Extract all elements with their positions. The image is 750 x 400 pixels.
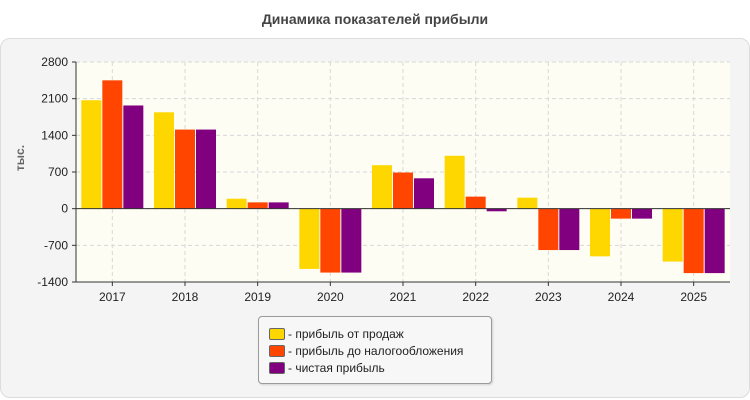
bar-2025-series-2 bbox=[683, 208, 704, 274]
y-tick-label: 1400 bbox=[41, 128, 68, 142]
y-tick-label: 700 bbox=[48, 165, 68, 179]
legend-item-net-profit: - чистая прибыль bbox=[269, 360, 385, 376]
x-tick-label: 2022 bbox=[462, 290, 489, 304]
bar-2021-series-2 bbox=[393, 172, 413, 209]
bar-2020-series-1 bbox=[299, 208, 320, 269]
x-tick-label: 2018 bbox=[172, 290, 199, 304]
legend-label-pretax-profit: - прибыль до налогообложения bbox=[288, 344, 464, 358]
bar-2022-series-3 bbox=[486, 208, 507, 212]
x-tick-label: 2023 bbox=[535, 290, 562, 304]
x-tick-label: 2017 bbox=[99, 290, 126, 304]
y-tick-label: -1400 bbox=[37, 275, 68, 289]
bar-2024-series-3 bbox=[632, 208, 652, 219]
bar-2019-series-3 bbox=[268, 202, 289, 209]
legend-swatch-pretax-profit bbox=[269, 345, 285, 357]
x-tick-label: 2024 bbox=[608, 290, 635, 304]
bar-2024-series-1 bbox=[590, 208, 610, 257]
legend-item-sales-profit: - прибыль от продаж bbox=[269, 326, 404, 342]
legend-label-sales-profit: - прибыль от продаж bbox=[288, 327, 404, 341]
bar-2024-series-2 bbox=[611, 208, 631, 219]
legend-label-net-profit: - чистая прибыль bbox=[288, 361, 385, 375]
bar-2021-series-3 bbox=[414, 178, 434, 209]
bar-2022-series-1 bbox=[444, 155, 465, 209]
bar-2023-series-1 bbox=[517, 197, 538, 209]
bar-2018-series-3 bbox=[196, 129, 216, 209]
bar-2025-series-3 bbox=[704, 208, 725, 274]
bar-2019-series-2 bbox=[247, 202, 268, 209]
y-axis-label: тыс. bbox=[13, 145, 27, 171]
y-tick-label: 0 bbox=[61, 202, 68, 216]
bar-2021-series-1 bbox=[372, 165, 392, 209]
bar-2023-series-3 bbox=[559, 208, 580, 251]
bar-2020-series-2 bbox=[320, 208, 341, 273]
x-tick-label: 2021 bbox=[390, 290, 417, 304]
bar-2019-series-1 bbox=[226, 198, 247, 209]
bar-2017-series-3 bbox=[123, 105, 144, 209]
bar-2020-series-3 bbox=[341, 208, 362, 273]
bar-2023-series-2 bbox=[538, 208, 559, 251]
bar-2017-series-1 bbox=[81, 100, 102, 209]
y-tick-label: 2800 bbox=[41, 55, 68, 69]
bar-2022-series-2 bbox=[465, 196, 486, 209]
legend-swatch-sales-profit bbox=[269, 328, 285, 340]
x-tick-label: 2020 bbox=[317, 290, 344, 304]
legend: - прибыль от продаж - прибыль до налогоо… bbox=[258, 316, 492, 384]
bar-2018-series-1 bbox=[154, 112, 174, 209]
x-tick-label: 2025 bbox=[680, 290, 707, 304]
x-tick-label: 2019 bbox=[244, 290, 271, 304]
legend-item-pretax-profit: - прибыль до налогообложения bbox=[269, 343, 463, 359]
chart-title: Динамика показателей прибыли bbox=[261, 11, 489, 27]
bar-2018-series-2 bbox=[175, 129, 195, 209]
y-tick-label: -700 bbox=[44, 238, 68, 252]
legend-swatch-net-profit bbox=[269, 362, 285, 374]
bar-2025-series-1 bbox=[662, 208, 683, 262]
y-tick-label: 2100 bbox=[41, 92, 68, 106]
bar-2017-series-2 bbox=[102, 80, 123, 209]
